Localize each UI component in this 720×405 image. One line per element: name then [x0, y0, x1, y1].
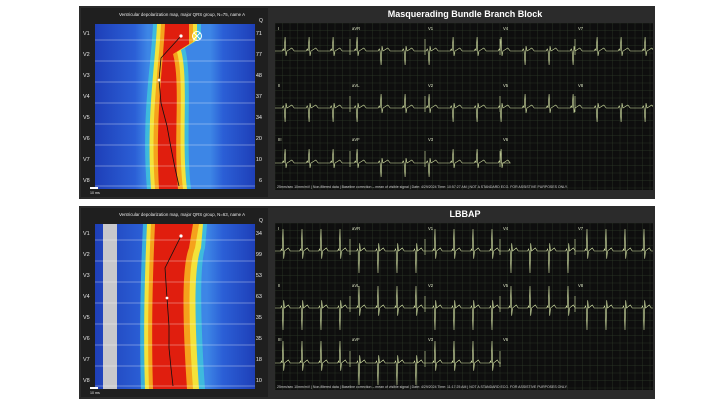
qrs-value: 34	[255, 115, 262, 121]
target-icon	[192, 31, 202, 41]
blanked-region	[103, 224, 117, 389]
ecg-trace-row	[275, 285, 653, 331]
lead-label: V7	[83, 357, 90, 363]
ecg-lead-label: V2	[428, 283, 434, 288]
lead-label: V3	[83, 273, 90, 279]
qrs-value: 34	[255, 231, 262, 237]
ecg-footer: 25mm/sec 10mm/mV | Non-filtered data | B…	[277, 385, 568, 389]
q-header: Q	[259, 218, 263, 224]
map-title: Ventricular depolarization map, major QR…	[118, 12, 246, 17]
scale-bar	[90, 387, 98, 389]
ecg-lead-label: V8	[578, 283, 584, 288]
ecg-lead-label: aVF	[352, 137, 360, 142]
ecg-lead-label: V4	[503, 226, 509, 231]
ecg-strip: I aVR V1 V4 V7 II aVL V2 V5 V8 III aVF V…	[275, 223, 653, 390]
qrs-value: 71	[255, 31, 262, 37]
ecg-lead-label: V8	[578, 83, 584, 88]
ecg-lead-label: II	[278, 283, 281, 288]
ecg-strip: I aVR V1 V4 V7 II aVL V2 V5 V8 III aVF V…	[275, 23, 653, 190]
qrs-value: 20	[255, 136, 262, 142]
ecg-lead-label: V2	[428, 83, 434, 88]
ecg-lead-label: V6	[503, 137, 509, 142]
ecg-lead-label: V5	[503, 283, 509, 288]
ecg-lead-label: V1	[428, 226, 434, 231]
ecg-lead-label: V4	[503, 26, 509, 31]
ecg-lead-label: I	[278, 26, 280, 31]
qrs-value: 48	[255, 73, 262, 79]
lead-label: V2	[83, 52, 90, 58]
ecg-lead-label: V6	[503, 337, 509, 342]
heatmap-graphic	[95, 24, 255, 189]
qrs-value: 63	[255, 294, 262, 300]
ecg-footer: 25mm/sec 10mm/mV | Non-filtered data | B…	[277, 185, 568, 189]
qrs-value: 35	[255, 315, 262, 321]
heatmap-graphic	[95, 224, 255, 389]
lead-label: V3	[83, 73, 90, 79]
lead-label: V7	[83, 157, 90, 163]
ecg-trace-row	[275, 148, 511, 178]
qrs-value: 99	[255, 252, 262, 258]
depolarization-map: Ventricular depolarization map, major QR…	[81, 8, 268, 197]
depolarization-map: Ventricular depolarization map, major QR…	[81, 208, 268, 397]
ecg-trace-row	[275, 340, 501, 386]
qrs-value: 10	[255, 378, 262, 384]
ecg-lead-label: aVL	[352, 83, 360, 88]
qrs-value: 53	[255, 273, 262, 279]
ecg-lead-label: I	[278, 226, 280, 231]
lead-label: V4	[83, 94, 90, 100]
activation-marker	[179, 234, 183, 238]
ecg-lead-label: V5	[503, 83, 509, 88]
lead-label: V6	[83, 336, 90, 342]
ecg-lead-label: III	[278, 137, 282, 142]
ecg-lead-label: V3	[428, 137, 434, 142]
lead-label: V8	[83, 178, 90, 184]
lead-label: V5	[83, 315, 90, 321]
lead-label: V2	[83, 252, 90, 258]
ecg-traces	[275, 223, 653, 390]
ecg-lead-label: II	[278, 83, 281, 88]
ecg-traces	[275, 23, 653, 190]
activation-marker	[179, 34, 183, 38]
lead-label: V1	[83, 231, 90, 237]
qrs-value: 18	[255, 357, 262, 363]
ecg-lead-label: III	[278, 337, 282, 342]
scale-label: 10 ms	[90, 191, 100, 195]
top-panel: Ventricular depolarization map, major QR…	[79, 6, 655, 199]
lead-label: V4	[83, 294, 90, 300]
qrs-value: 37	[255, 94, 262, 100]
qrs-value: 35	[255, 336, 262, 342]
ecg-lead-label: aVR	[352, 26, 361, 31]
ecg-lead-label: V3	[428, 337, 434, 342]
bottom-panel: Ventricular depolarization map, major QR…	[79, 206, 655, 399]
ecg-trace-row	[275, 36, 653, 66]
qrs-value: 10	[255, 157, 262, 163]
q-header: Q	[259, 18, 263, 24]
scale-bar	[90, 187, 98, 189]
ecg-lead-label: aVL	[352, 283, 360, 288]
ecg-lead-label: V7	[578, 226, 584, 231]
qrs-value: 77	[255, 52, 262, 58]
ecg-lead-label: V1	[428, 26, 434, 31]
qrs-value: 6	[258, 178, 262, 184]
lead-label: V6	[83, 136, 90, 142]
ecg-title: LBBAP	[449, 209, 481, 219]
scale-label: 10 ms	[90, 391, 100, 395]
lead-label: V5	[83, 115, 90, 121]
lead-label: V8	[83, 378, 90, 384]
ecg-trace-row	[275, 228, 653, 274]
lead-label: V1	[83, 31, 90, 37]
ecg-trace-row	[275, 93, 653, 123]
ecg-title: Masquerading Bundle Branch Block	[387, 9, 543, 19]
ecg-lead-label: V7	[578, 26, 584, 31]
ecg-lead-label: aVF	[352, 337, 360, 342]
map-title: Ventricular depolarization map, major QR…	[118, 212, 246, 217]
ecg-lead-label: aVR	[352, 226, 361, 231]
